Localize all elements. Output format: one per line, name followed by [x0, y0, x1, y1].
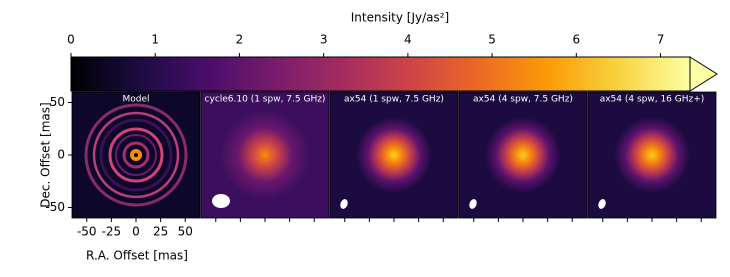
panel	[588, 92, 716, 218]
panel	[201, 92, 329, 218]
core-center	[134, 153, 138, 157]
colorbar-tick-label: 7	[657, 33, 665, 47]
ring	[122, 141, 150, 169]
colorbar-label: Intensity [Jy/as²]	[351, 11, 450, 25]
ring	[99, 118, 173, 192]
x-tick-label: 25	[153, 225, 168, 239]
source	[356, 117, 432, 193]
colorbar-tick-label: 2	[236, 33, 244, 47]
source	[614, 117, 690, 193]
y-tick-label: -50	[45, 200, 65, 214]
ring	[115, 134, 157, 176]
colorbar-tick-label: 6	[572, 33, 580, 47]
colorbar-tick-label: 1	[151, 33, 159, 47]
x-tick-label: -50	[77, 225, 97, 239]
colorbar-tick-label: 5	[488, 33, 496, 47]
colorbar-tick-label: 4	[404, 33, 412, 47]
panel-title: ax54 (4 spw, 16 GHz+)	[600, 95, 705, 105]
ring	[92, 111, 180, 199]
y-axis-label: Dec. Offset [mas]	[39, 102, 53, 207]
colorbar-tick-label: 0	[67, 33, 75, 47]
panel	[330, 92, 458, 218]
ring	[108, 127, 164, 183]
x-tick-label: 50	[178, 225, 193, 239]
panel	[459, 92, 587, 218]
source	[220, 110, 310, 200]
panel	[72, 92, 200, 218]
ring	[84, 103, 188, 207]
x-axis-label: R.A. Offset [mas]	[86, 249, 188, 263]
panel-title: cycle6.10 (1 spw, 7.5 GHz)	[205, 95, 326, 105]
beam	[212, 194, 230, 208]
x-tick-label: 0	[132, 225, 140, 239]
colorbar-extend	[689, 56, 718, 92]
beam	[598, 199, 606, 209]
x-tick-label: -25	[102, 225, 122, 239]
y-tick-label: 0	[57, 148, 65, 162]
panel-title: ax54 (1 spw, 7.5 GHz)	[344, 95, 444, 105]
beam	[469, 199, 477, 209]
beam	[340, 199, 348, 209]
colorbar	[70, 56, 691, 92]
panel-title: ax54 (4 spw, 7.5 GHz)	[473, 95, 573, 105]
panel-title: Model	[122, 95, 149, 105]
source	[485, 117, 561, 193]
y-tick-label: 50	[50, 95, 65, 109]
colorbar-tick-label: 3	[320, 33, 328, 47]
